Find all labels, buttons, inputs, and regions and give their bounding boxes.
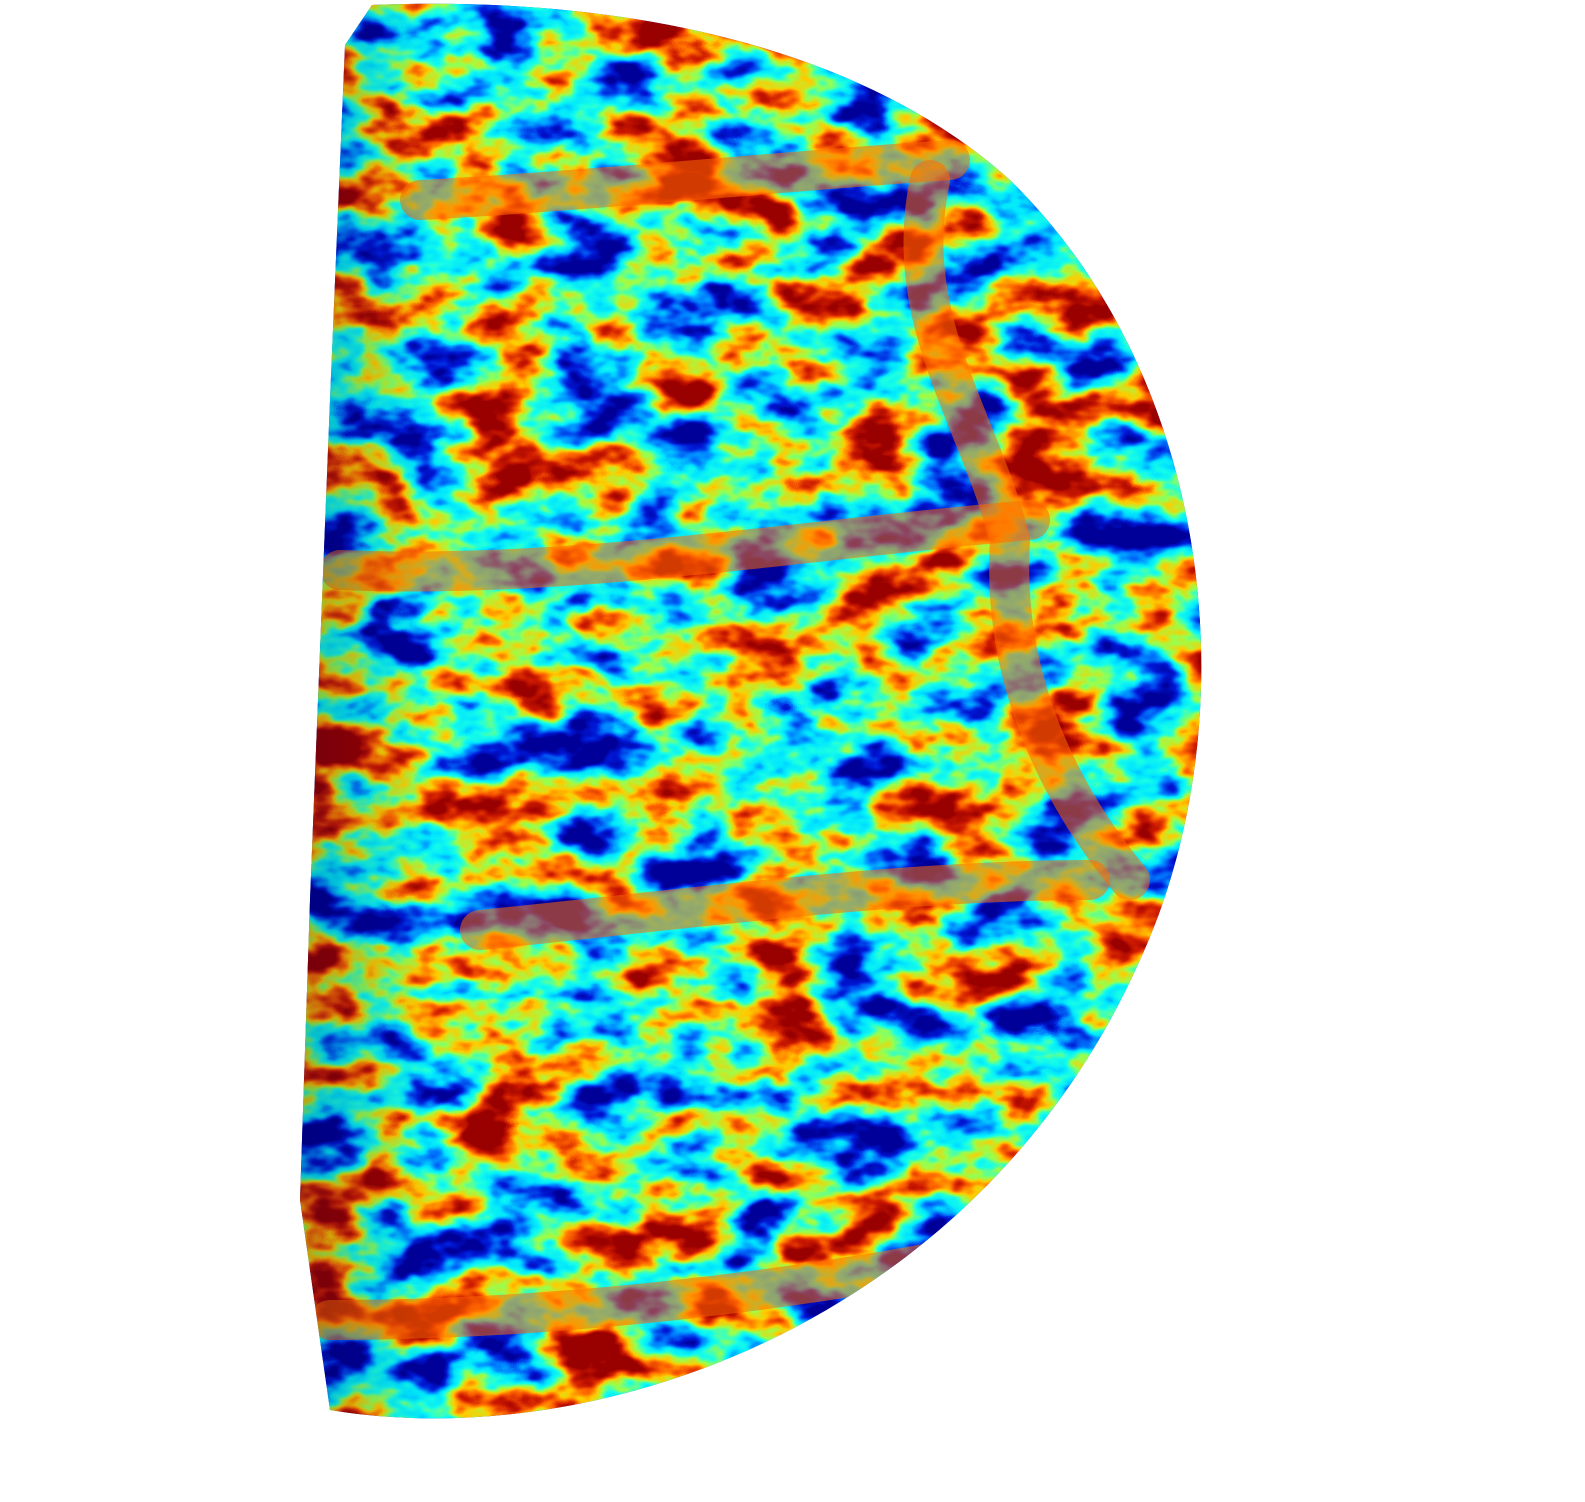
surface xyxy=(300,3,1202,1419)
surface-shade xyxy=(300,3,1202,1419)
